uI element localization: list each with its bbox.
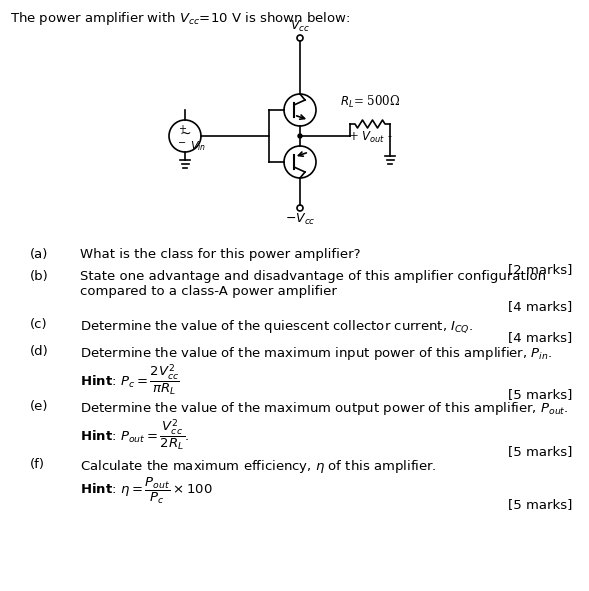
Text: What is the class for this power amplifier?: What is the class for this power amplifi… <box>80 248 360 261</box>
Text: $V_{in}$: $V_{in}$ <box>190 139 206 153</box>
Text: [5 marks]: [5 marks] <box>508 445 572 458</box>
Text: (f): (f) <box>30 458 45 471</box>
Text: (e): (e) <box>30 400 48 413</box>
Text: [4 marks]: [4 marks] <box>508 300 572 313</box>
Text: $V_{cc}$: $V_{cc}$ <box>290 19 310 34</box>
Text: Calculate the maximum efficiency, $\eta$ of this amplifier.: Calculate the maximum efficiency, $\eta$… <box>80 458 436 475</box>
Text: −: − <box>178 138 186 148</box>
Text: (d): (d) <box>30 345 49 358</box>
Text: [4 marks]: [4 marks] <box>508 331 572 344</box>
Text: $\mathbf{Hint}$: $P_{out}=\dfrac{V_{cc}^{2}}{2R_L}$.: $\mathbf{Hint}$: $P_{out}=\dfrac{V_{cc}^… <box>80 418 190 453</box>
Text: [2 marks]: [2 marks] <box>508 263 572 276</box>
Text: $\mathbf{Hint}$: $\eta=\dfrac{P_{out}}{P_c}\times 100$: $\mathbf{Hint}$: $\eta=\dfrac{P_{out}}{P… <box>80 476 213 506</box>
Text: $R_L$= 500Ω: $R_L$= 500Ω <box>340 94 400 110</box>
Text: $-V_{cc}$: $-V_{cc}$ <box>284 212 315 227</box>
Circle shape <box>298 134 302 138</box>
Text: [5 marks]: [5 marks] <box>508 388 572 401</box>
Text: + $V_{out}$ -: + $V_{out}$ - <box>348 130 393 145</box>
Text: Determine the value of the maximum input power of this amplifier, $P_{in}$.: Determine the value of the maximum input… <box>80 345 552 362</box>
Text: (b): (b) <box>30 270 49 283</box>
Text: (a): (a) <box>30 248 48 261</box>
Text: $\mathbf{Hint}$: $P_c=\dfrac{2V_{cc}^{2}}{\pi R_L}$: $\mathbf{Hint}$: $P_c=\dfrac{2V_{cc}^{2}… <box>80 363 180 398</box>
Text: ~: ~ <box>179 127 191 141</box>
Text: The power amplifier with $V_{cc}$=10 V is shown below:: The power amplifier with $V_{cc}$=10 V i… <box>10 10 350 27</box>
Text: State one advantage and disadvantage of this amplifier configuration
compared to: State one advantage and disadvantage of … <box>80 270 546 298</box>
Text: Determine the value of the maximum output power of this amplifier, $P_{out}$.: Determine the value of the maximum outpu… <box>80 400 568 417</box>
Text: Determine the value of the quiescent collector current, $I_{CQ}$.: Determine the value of the quiescent col… <box>80 318 474 335</box>
Text: [5 marks]: [5 marks] <box>508 498 572 511</box>
Text: +: + <box>178 124 186 134</box>
Text: (c): (c) <box>30 318 48 331</box>
